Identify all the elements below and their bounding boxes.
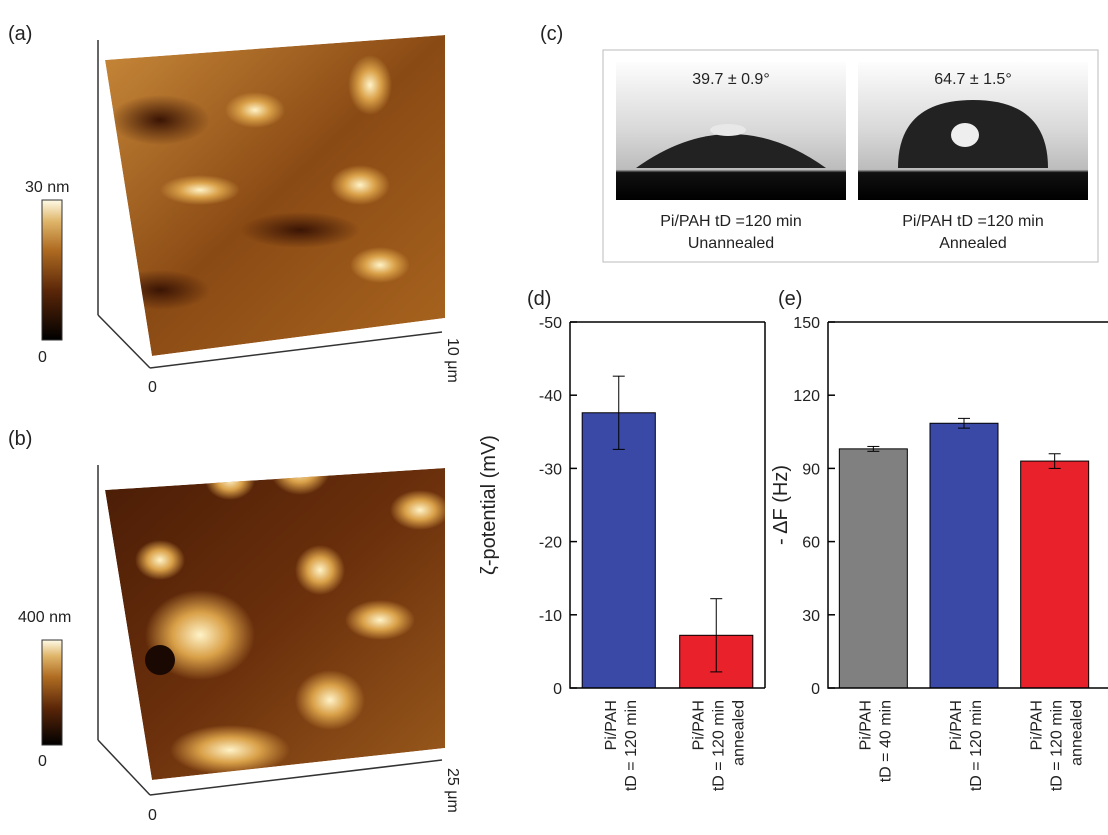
y-tick-label: 150 bbox=[793, 315, 820, 332]
x-tick-label: tD = 120 min bbox=[1049, 700, 1066, 791]
panel-letter: (a) bbox=[8, 23, 32, 45]
axis-label: 25 μm bbox=[444, 768, 461, 813]
y-tick-label: 60 bbox=[802, 535, 820, 552]
scale-label: 0 bbox=[38, 349, 47, 366]
afm-surface bbox=[105, 35, 445, 356]
bar bbox=[839, 449, 907, 688]
axis-label: 0 bbox=[148, 807, 157, 824]
panel-letter: (b) bbox=[8, 428, 32, 450]
x-tick-label: annealed bbox=[1069, 700, 1086, 766]
y-tick-label: 90 bbox=[802, 461, 820, 478]
axis-label: 10 μm bbox=[444, 338, 461, 383]
panel-letter: (d) bbox=[527, 288, 551, 310]
y-axis-label: ζ-potential (mV) bbox=[478, 435, 500, 575]
afm-surface bbox=[105, 445, 450, 780]
x-tick-label: Pi/PAH bbox=[1029, 700, 1046, 750]
panel-letter: (c) bbox=[540, 23, 563, 45]
y-tick-label: -10 bbox=[539, 608, 562, 625]
contact-angle: 39.7 ± 0.9° bbox=[692, 71, 769, 88]
photo-caption: Pi/PAH tD =120 min bbox=[660, 213, 802, 230]
x-tick-label: Pi/PAH bbox=[948, 700, 965, 750]
x-tick-label: tD = 120 min bbox=[968, 700, 985, 791]
y-tick-label: 0 bbox=[811, 681, 820, 698]
y-axis-label: - ΔF (Hz) bbox=[770, 465, 792, 545]
photo-caption: Annealed bbox=[939, 235, 1007, 252]
bar bbox=[582, 413, 655, 688]
contact-angle: 64.7 ± 1.5° bbox=[934, 71, 1011, 88]
x-tick-label: Pi/PAH bbox=[690, 700, 707, 750]
x-tick-label: Pi/PAH bbox=[857, 700, 874, 750]
y-tick-label: 30 bbox=[802, 608, 820, 625]
scale-label: 30 nm bbox=[25, 179, 69, 196]
bar bbox=[1021, 461, 1089, 688]
scale-label: 0 bbox=[38, 753, 47, 770]
x-tick-label: tD = 40 min bbox=[877, 700, 894, 782]
y-tick-label: -30 bbox=[539, 461, 562, 478]
y-tick-label: -50 bbox=[539, 315, 562, 332]
x-tick-label: tD = 120 min bbox=[623, 700, 640, 791]
figure: (a) 30 nm 0 0 10 μm (b) 400 nm 0 bbox=[0, 0, 1108, 835]
color-bar bbox=[42, 640, 62, 745]
photo-caption: Pi/PAH tD =120 min bbox=[902, 213, 1044, 230]
bar bbox=[930, 423, 998, 688]
panel-letter: (e) bbox=[778, 288, 802, 310]
axis-label: 0 bbox=[148, 379, 157, 396]
photo-caption: Unannealed bbox=[688, 235, 774, 252]
y-tick-label: 120 bbox=[793, 388, 820, 405]
y-tick-label: -20 bbox=[539, 535, 562, 552]
scale-label: 400 nm bbox=[18, 609, 71, 626]
x-tick-label: annealed bbox=[730, 700, 747, 766]
x-tick-label: tD = 120 min bbox=[710, 700, 727, 791]
color-bar bbox=[42, 200, 62, 340]
y-tick-label: -40 bbox=[539, 388, 562, 405]
x-tick-label: Pi/PAH bbox=[603, 700, 620, 750]
y-tick-label: 0 bbox=[553, 681, 562, 698]
